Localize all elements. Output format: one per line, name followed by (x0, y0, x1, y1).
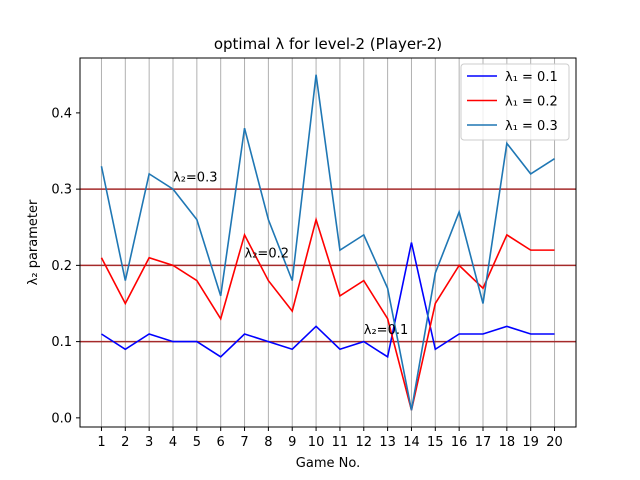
x-tick-label: 17 (475, 435, 492, 450)
annotation-label: λ₂=0.1 (364, 323, 408, 338)
x-axis-title: Game No. (296, 456, 360, 471)
x-tick-label: 10 (308, 435, 325, 450)
x-tick-label: 7 (240, 435, 248, 450)
plot-frame (79, 57, 577, 428)
x-tick-label: 5 (193, 435, 201, 450)
series-layer (100, 74, 555, 411)
series-line (101, 242, 555, 359)
x-tick-label: 6 (217, 435, 225, 450)
legend-label: λ₁ = 0.1 (505, 70, 558, 85)
reference-lines (80, 188, 576, 343)
x-tick-label: 4 (169, 435, 177, 450)
x-tick-label: 9 (288, 435, 296, 450)
y-tick-label: 0.3 (51, 183, 72, 198)
legend-label: λ₁ = 0.3 (505, 119, 558, 134)
y-axis-title: λ₂ parameter (26, 199, 41, 285)
annotation-label: λ₂=0.3 (173, 171, 217, 186)
x-tick-label: 13 (379, 435, 396, 450)
series-line (100, 74, 555, 411)
y-tick-label: 0.0 (51, 411, 72, 426)
x-tick-label: 20 (546, 435, 563, 450)
x-tick-label: 15 (427, 435, 444, 450)
series-line (100, 216, 555, 411)
x-tick-label: 18 (499, 435, 516, 450)
x-tick-label: 14 (403, 435, 420, 450)
legend-items: λ₁ = 0.1 λ₁ = 0.2 λ₁ = 0.3 (467, 70, 558, 134)
x-tick-label: 8 (264, 435, 272, 450)
x-tick-label: 12 (355, 435, 372, 450)
x-tick-label: 3 (145, 435, 153, 450)
legend-box (460, 63, 570, 141)
y-tick-label: 0.2 (51, 259, 72, 274)
legend: λ₁ = 0.1 λ₁ = 0.2 λ₁ = 0.3 (460, 63, 570, 141)
y-tick-label: 0.1 (51, 335, 72, 350)
x-tick-label: 2 (121, 435, 129, 450)
x-tick-label: 11 (332, 435, 349, 450)
annotation-label: λ₂=0.2 (245, 247, 289, 262)
x-tick-label: 19 (522, 435, 539, 450)
axis-ticks: 1 2 3 4 5 6 7 8 9 10 11 12 13 14 15 16 17 18 19 200.00.10.2… (51, 106, 562, 450)
x-tick-label: 16 (451, 435, 468, 450)
x-tick-label: 1 (97, 435, 105, 450)
annotations: λ₂=0.3 λ₂=0.2 λ₂=0.1 (173, 171, 408, 338)
y-tick-label: 0.4 (51, 106, 72, 121)
chart-title: optimal λ for level-2 (Player-2) (214, 35, 442, 53)
legend-label: λ₁ = 0.2 (505, 95, 558, 110)
